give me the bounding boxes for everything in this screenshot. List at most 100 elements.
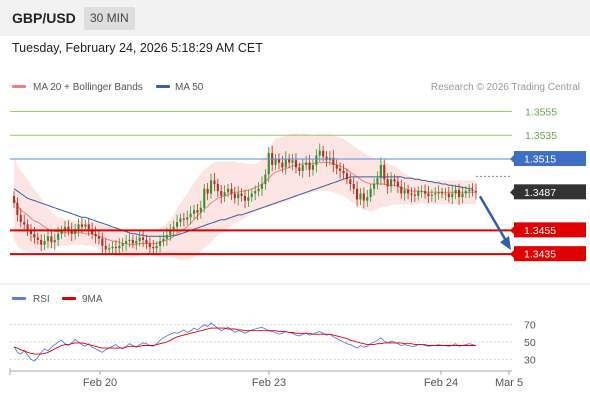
x-tick-label-feb-23: Feb 23 <box>252 377 286 389</box>
candle-body <box>77 224 80 230</box>
candle-body <box>325 156 328 161</box>
candle-body <box>101 238 104 246</box>
candle-body <box>267 153 270 175</box>
candle-body <box>356 188 359 200</box>
report-datetime: Tuesday, February 24, 2026 5:18:29 AM CE… <box>12 41 263 55</box>
candle-body <box>464 191 467 194</box>
candle-body <box>454 189 457 194</box>
candle-body <box>19 214 22 222</box>
candle-body <box>114 247 117 249</box>
candle-body <box>260 184 263 189</box>
candle-body <box>12 195 15 203</box>
rsi-line <box>13 322 477 362</box>
candle-body <box>430 194 433 196</box>
candle-body <box>176 222 179 227</box>
candle-body <box>250 193 253 198</box>
candle-body <box>63 226 66 231</box>
rsi-legend-label: RSI <box>33 294 50 305</box>
candle-body <box>33 233 36 238</box>
candle-body <box>145 239 148 244</box>
candle-body <box>193 210 196 214</box>
candle-body <box>243 195 246 201</box>
candle-body <box>413 194 416 196</box>
candle-body <box>223 192 226 196</box>
candle-body <box>393 179 396 182</box>
candle-body <box>308 162 311 170</box>
ma9-legend-swatch <box>62 297 76 300</box>
candle-body <box>104 245 107 250</box>
candle-body <box>227 188 230 193</box>
candle-body <box>315 155 318 165</box>
candle-body <box>53 239 56 243</box>
level-label-1.3555: 1.3555 <box>525 106 557 118</box>
candle-body <box>257 188 260 192</box>
candle-body <box>179 218 182 223</box>
axis-layer: 70 50 30 Feb 20 Feb 23 Feb 24 Mar 5 <box>0 283 590 389</box>
candle-body <box>264 174 267 184</box>
level-label-1.3435: 1.3435 <box>524 249 556 261</box>
candle-body <box>87 224 90 230</box>
candle-body <box>94 233 97 237</box>
candle-body <box>427 193 430 196</box>
candle-body <box>376 178 379 184</box>
ma20-legend-swatch <box>12 85 26 88</box>
timeframe-badge[interactable]: 30 MIN <box>84 7 135 30</box>
ma50-legend-swatch <box>156 85 170 88</box>
candle-body <box>128 239 131 242</box>
candle-body <box>379 165 382 179</box>
level-badge-1.3435 <box>514 246 586 262</box>
candle-body <box>383 165 386 180</box>
candle-body <box>396 181 399 187</box>
candle-body <box>471 189 474 192</box>
candle-body <box>441 192 444 194</box>
candle-body <box>335 165 338 169</box>
level-label-1.3487: 1.3487 <box>524 187 556 199</box>
rsi-tick-label-70: 70 <box>524 320 536 332</box>
levels-layer: 1.3555 1.3535 1.3515 1.3487 1.3455 1.3435 <box>10 106 586 262</box>
level-badge-1.3455 <box>514 222 586 238</box>
candle-body <box>206 188 209 194</box>
candle-body <box>148 243 151 248</box>
candle-body <box>220 191 223 196</box>
ma50-legend-label: MA 50 <box>175 82 204 93</box>
rsi-layer <box>13 322 477 362</box>
candle-body <box>305 162 308 165</box>
projection-arrow-head <box>500 236 511 251</box>
candle-body <box>281 162 284 168</box>
candle-body <box>84 224 87 227</box>
candle-body <box>216 184 219 192</box>
candle-body <box>40 239 43 245</box>
candle-body <box>199 207 202 213</box>
level-label-1.3535: 1.3535 <box>525 130 557 142</box>
candle-body <box>131 239 134 244</box>
candle-body <box>458 189 461 197</box>
x-tick-label-feb-24: Feb 24 <box>424 377 458 389</box>
rsi-legend-swatch <box>12 297 26 300</box>
candle-body <box>447 193 450 198</box>
candles-layer <box>12 143 477 256</box>
candle-body <box>298 167 301 171</box>
level-badge-1.3515 <box>514 151 586 167</box>
candle-body <box>468 189 471 192</box>
candle-body <box>359 193 362 200</box>
candle-body <box>111 247 114 249</box>
candle-body <box>352 184 355 189</box>
candle-body <box>277 159 280 163</box>
candle-body <box>142 237 145 240</box>
candle-body <box>23 222 26 225</box>
candle-body <box>349 179 352 184</box>
projection-arrow-shaft <box>478 195 510 245</box>
candle-body <box>152 247 155 249</box>
candle-body <box>318 150 321 156</box>
candle-body <box>36 237 39 240</box>
candle-body <box>373 184 376 189</box>
ma50-line <box>13 176 473 237</box>
candle-body <box>339 168 342 171</box>
candle-body <box>233 193 236 199</box>
candle-body <box>203 188 206 208</box>
copyright-text: Research © 2026 Trading Central <box>431 82 580 93</box>
candle-body <box>43 241 46 245</box>
candle-body <box>434 193 437 195</box>
candle-body <box>189 213 192 218</box>
candle-body <box>108 248 111 250</box>
